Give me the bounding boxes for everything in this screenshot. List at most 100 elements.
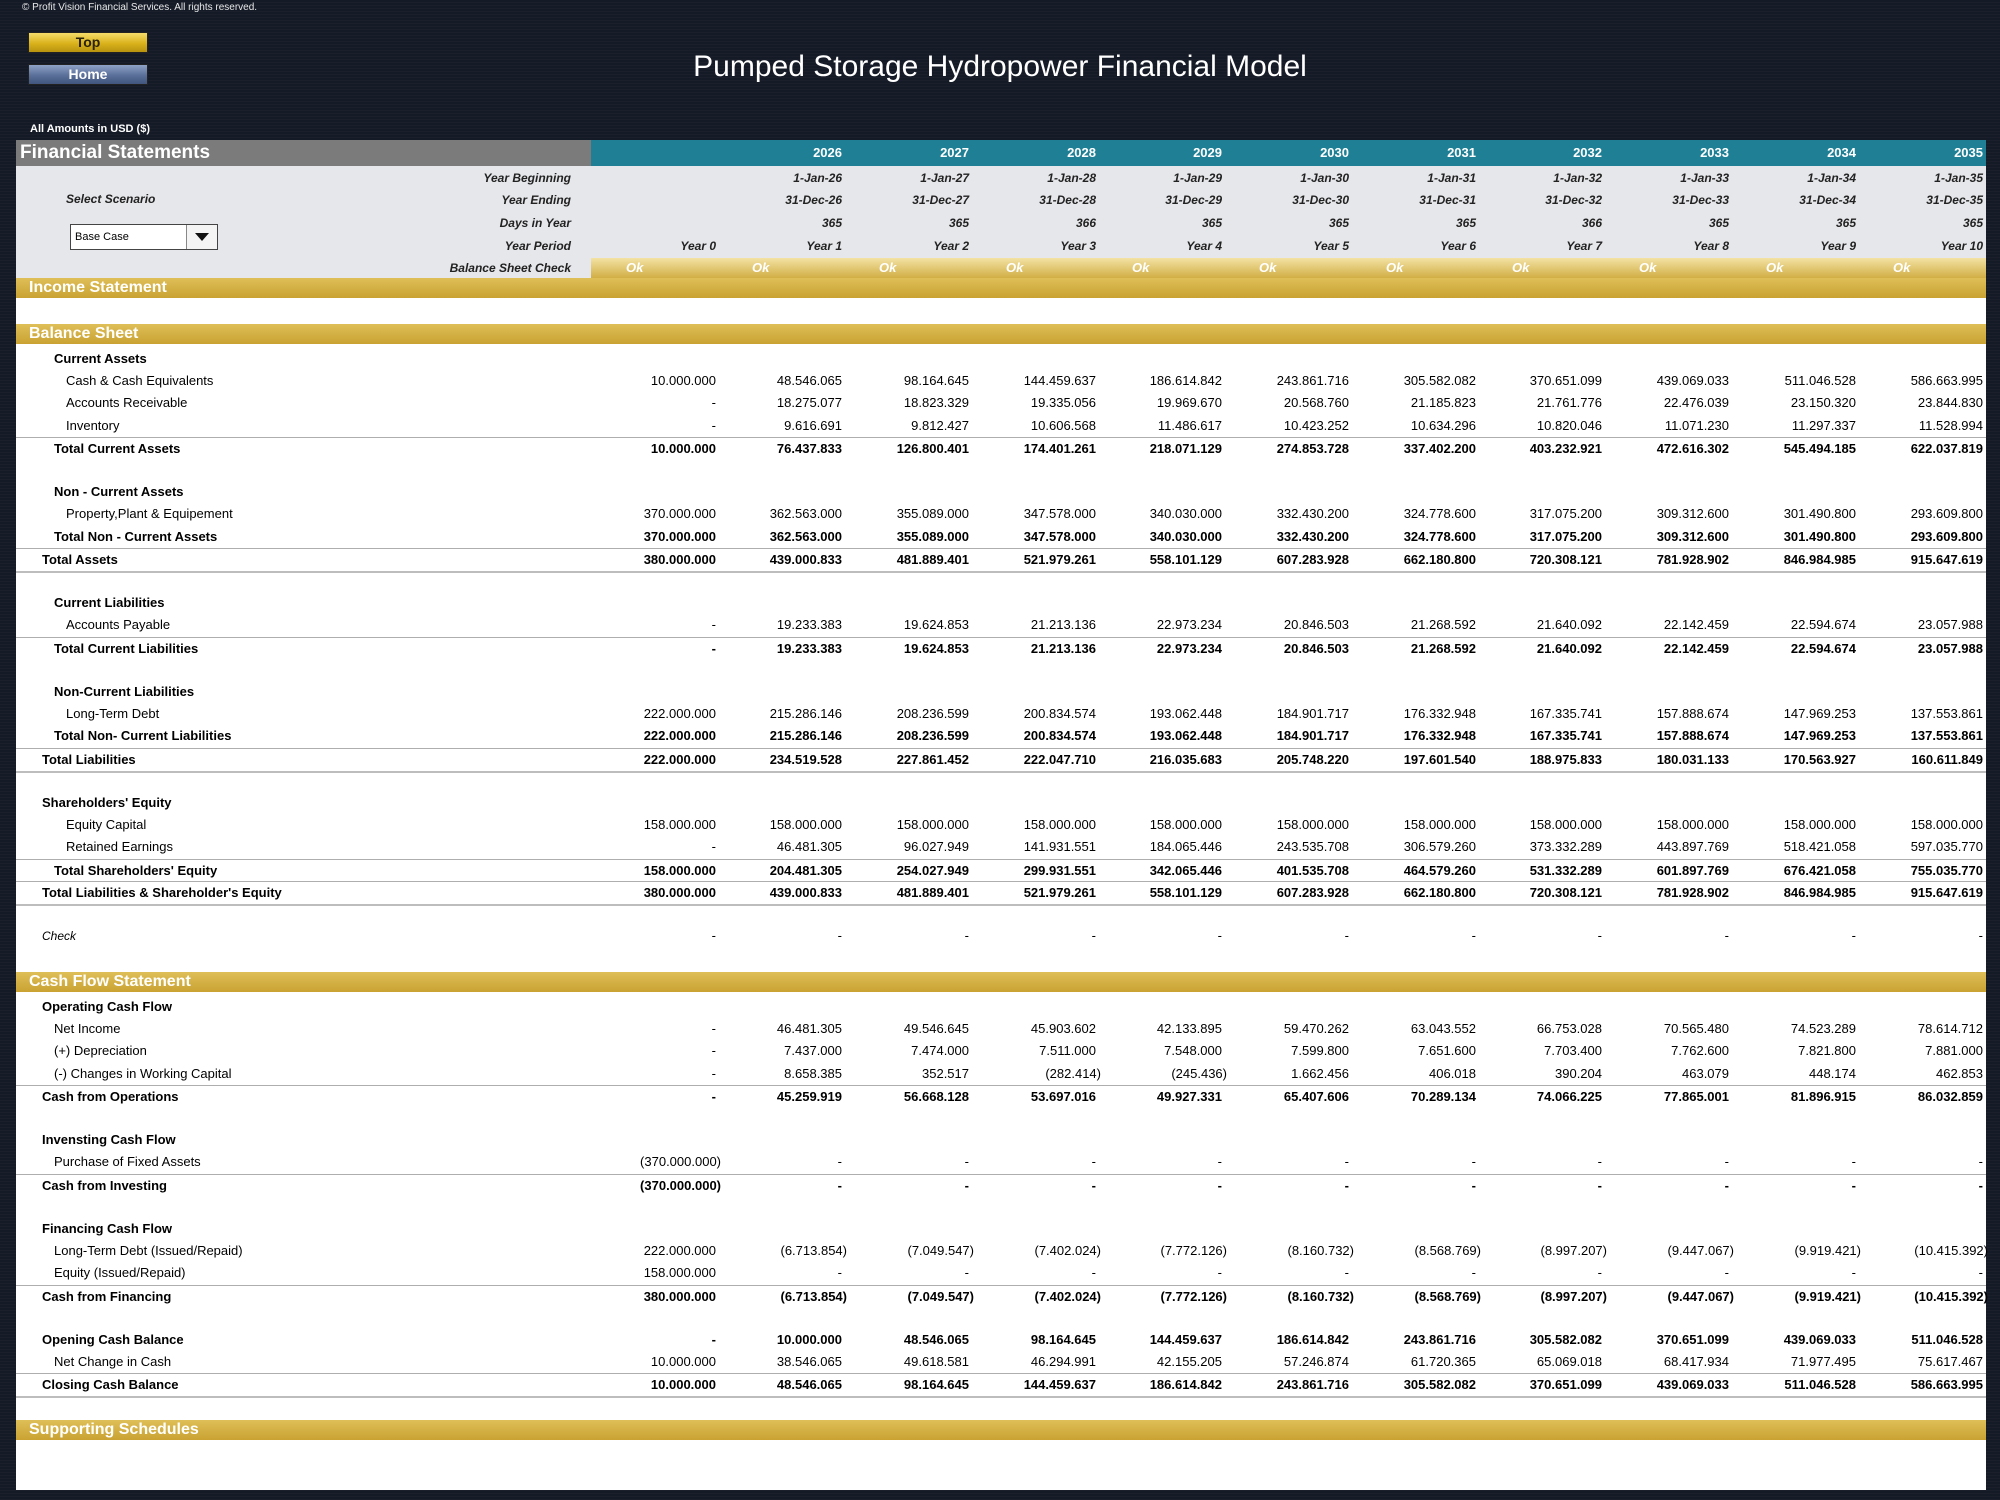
table-cell: - <box>964 1177 969 1193</box>
table-cell: 521.979.261 <box>1023 551 1096 567</box>
table-row: Cash & Cash Equivalents 10.000.000 48.546.… <box>16 370 1986 392</box>
row-label: Equity Capital <box>66 817 147 833</box>
table-cell: 205.748.220 <box>1276 751 1349 767</box>
table-cell: 243.861.716 <box>1276 1377 1349 1393</box>
year-ending-cell: 31-Dec-34 <box>1799 193 1856 207</box>
table-cell: 293.609.800 <box>1910 506 1983 522</box>
row-label: Total Liabilities <box>42 751 136 767</box>
table-cell: 68.417.934 <box>1663 1354 1729 1370</box>
balance-check-ok: Ok <box>879 260 897 275</box>
table-cell: 301.490.800 <box>1783 506 1856 522</box>
table-cell: 558.101.129 <box>1149 551 1222 567</box>
table-row: Current Assets <box>16 348 1986 370</box>
table-cell: - <box>1724 1177 1729 1193</box>
table-cell: 846.984.985 <box>1783 551 1856 567</box>
table-cell: 141.931.551 <box>1023 839 1096 855</box>
chevron-down-icon[interactable] <box>186 225 217 249</box>
table-cell: 22.142.459 <box>1663 640 1729 656</box>
table-cell: 7.821.800 <box>1798 1043 1856 1059</box>
year-period-label: Year Period <box>504 239 571 253</box>
table-cell: 186.614.842 <box>1149 1377 1222 1393</box>
days-in-year-cell: 365 <box>1328 216 1349 230</box>
row-label: Inventory <box>66 417 120 433</box>
year-beginning-cell: 1-Jan-28 <box>1047 171 1096 185</box>
table-cell: 403.232.921 <box>1529 440 1602 456</box>
table-cell: 10.000.000 <box>650 373 716 389</box>
row-label: Net Income <box>54 1021 121 1037</box>
table-cell: 662.180.800 <box>1403 551 1476 567</box>
table-cell: 306.579.260 <box>1403 839 1476 855</box>
table-cell: 463.079 <box>1682 1065 1729 1081</box>
table-cell: - <box>1978 1265 1983 1281</box>
row-label: Operating Cash Flow <box>42 999 173 1014</box>
table-cell: 370.651.099 <box>1529 1377 1602 1393</box>
table-cell: - <box>1724 1265 1729 1281</box>
table-cell: 586.663.995 <box>1910 1377 1983 1393</box>
table-cell: 222.000.000 <box>643 751 716 767</box>
table-cell: (245.436) <box>1171 1065 1227 1081</box>
table-cell: 20.846.503 <box>1283 640 1349 656</box>
table-cell: 373.332.289 <box>1529 839 1602 855</box>
table-cell: 7.703.400 <box>1544 1043 1602 1059</box>
table-cell: 511.046.528 <box>1784 1377 1856 1393</box>
table-cell: 74.523.289 <box>1790 1021 1856 1037</box>
table-cell: 200.834.574 <box>1023 728 1096 744</box>
table-cell: 77.865.001 <box>1663 1088 1729 1104</box>
table-cell: 362.563.000 <box>769 528 842 544</box>
table-cell: 38.546.065 <box>776 1354 842 1370</box>
table-cell: - <box>837 1265 842 1281</box>
table-cell: 98.164.645 <box>903 1377 969 1393</box>
scenario-dropdown[interactable]: Base Case <box>70 224 218 250</box>
table-cell: 720.308.121 <box>1529 884 1602 900</box>
table-cell: 71.977.495 <box>1790 1354 1856 1370</box>
table-cell: 380.000.000 <box>643 884 716 900</box>
table-cell: 362.563.000 <box>769 506 842 522</box>
table-cell: - <box>1471 928 1476 944</box>
table-cell: 76.437.833 <box>776 440 842 456</box>
table-cell: 22.973.234 <box>1156 640 1222 656</box>
table-cell: 22.594.674 <box>1790 640 1856 656</box>
row-label: Total Non- Current Liabilities <box>54 728 232 744</box>
table-cell: 21.268.592 <box>1410 640 1476 656</box>
table-cell: 309.312.600 <box>1656 528 1729 544</box>
row-label: Total Non - Current Assets <box>54 528 218 544</box>
table-cell: 137.553.861 <box>1910 706 1983 722</box>
year-beginning-cell: 1-Jan-32 <box>1553 171 1602 185</box>
table-cell: 390.204 <box>1555 1065 1602 1081</box>
table-cell: 200.834.574 <box>1023 706 1096 722</box>
top-button[interactable]: Top <box>28 32 148 53</box>
table-cell: 337.402.200 <box>1403 440 1476 456</box>
table-cell: 222.000.000 <box>643 728 716 744</box>
spacer-row <box>16 459 1986 481</box>
table-cell: 20.846.503 <box>1283 617 1349 633</box>
days-in-year-cell: 365 <box>1835 216 1856 230</box>
page-title: Pumped Storage Hydropower Financial Mode… <box>693 50 1307 83</box>
balance-check-ok: Ok <box>1006 260 1024 275</box>
table-cell: (8.568.769) <box>1414 1288 1482 1304</box>
year-period-cell: Year 9 <box>1820 239 1856 253</box>
table-cell: 19.969.670 <box>1156 395 1222 411</box>
year-header-cell: 2028 <box>1067 145 1096 160</box>
home-button[interactable]: Home <box>28 64 148 85</box>
table-row: Shareholders' Equity <box>16 792 1986 814</box>
year-ending-label: Year Ending <box>501 193 571 207</box>
table-cell: 21.213.136 <box>1030 617 1096 633</box>
table-cell: (7.402.024) <box>1034 1243 1102 1259</box>
table-cell: 7.599.800 <box>1291 1043 1349 1059</box>
table-cell: 19.335.056 <box>1030 395 1096 411</box>
table-cell: 10.000.000 <box>650 1377 716 1393</box>
table-cell: - <box>1217 1154 1222 1170</box>
table-cell: 19.233.383 <box>776 640 842 656</box>
table-cell: 380.000.000 <box>643 551 716 567</box>
table-cell: 10.423.252 <box>1283 417 1349 433</box>
table-cell: 305.582.082 <box>1403 1377 1476 1393</box>
year-ending-cell: 31-Dec-35 <box>1926 193 1983 207</box>
balance-check-ok: Ok <box>1132 260 1150 275</box>
table-cell: 158.000.000 <box>643 1265 716 1281</box>
table-cell: 607.283.928 <box>1276 884 1349 900</box>
table-cell: 45.903.602 <box>1030 1021 1096 1037</box>
table-cell: 180.031.133 <box>1656 751 1729 767</box>
table-cell: - <box>1217 1265 1222 1281</box>
row-label: Total Liabilities & Shareholder's Equity <box>42 884 282 900</box>
table-cell: 20.568.760 <box>1283 395 1349 411</box>
